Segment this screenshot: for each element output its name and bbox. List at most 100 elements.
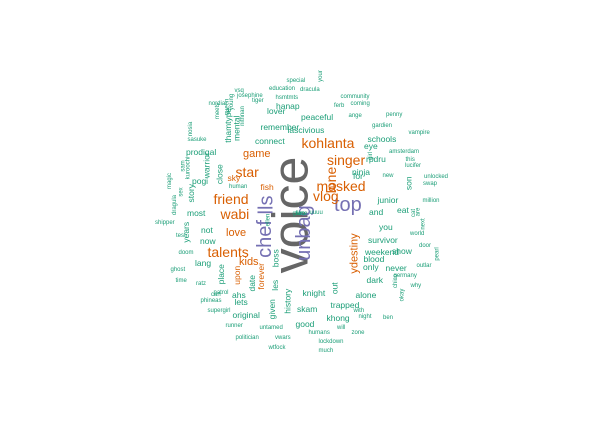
word-49: given bbox=[266, 298, 277, 319]
word-26: peaceful bbox=[301, 111, 334, 122]
word-96: million bbox=[422, 198, 440, 204]
word-113: wtfock bbox=[268, 345, 286, 351]
word-82: dracula bbox=[300, 87, 320, 93]
word-75: amsterdam bbox=[389, 149, 420, 155]
word-28: schools bbox=[367, 133, 397, 144]
word-77: nithnan bbox=[239, 106, 246, 126]
word-138: young bbox=[229, 93, 236, 111]
word-107: with bbox=[353, 308, 365, 314]
word-18: ydestiny bbox=[348, 232, 361, 274]
word-139: tiger bbox=[252, 98, 264, 104]
word-67: eat bbox=[397, 204, 409, 215]
word-72: blood bbox=[363, 253, 385, 264]
word-109: zone bbox=[351, 330, 365, 336]
word-84: your bbox=[317, 70, 324, 82]
word-65: rpdru bbox=[366, 153, 386, 164]
word-27: eye bbox=[364, 140, 378, 151]
word-98: door bbox=[419, 243, 432, 249]
word-59: prodigal bbox=[186, 146, 217, 157]
word-24: remember bbox=[260, 121, 300, 132]
word-141: uuuu bbox=[309, 210, 323, 216]
word-22: forever bbox=[255, 262, 266, 289]
word-15: game bbox=[243, 147, 271, 160]
word-119: phineas bbox=[200, 298, 222, 304]
word-57: story bbox=[185, 183, 196, 202]
word-140: ellen bbox=[264, 213, 271, 227]
word-4: top bbox=[334, 194, 362, 216]
word-146: two bbox=[295, 211, 305, 217]
word-9: friend bbox=[213, 191, 249, 207]
word-128: dragula bbox=[172, 194, 179, 216]
word-54: now bbox=[200, 235, 216, 246]
word-92: this bbox=[405, 157, 415, 163]
word-8: masked bbox=[316, 178, 366, 194]
word-102: okay bbox=[398, 288, 405, 302]
word-69: years bbox=[180, 221, 191, 243]
word-124: ghost bbox=[170, 267, 186, 273]
word-32: you bbox=[379, 221, 393, 232]
word-29: ninja bbox=[352, 166, 370, 177]
word-70: show bbox=[392, 245, 412, 256]
word-129: sex bbox=[178, 187, 185, 197]
word-68: for bbox=[353, 170, 363, 181]
word-89: penny bbox=[386, 112, 403, 118]
word-20: sky bbox=[227, 172, 241, 183]
word-50: les bbox=[269, 279, 280, 291]
word-13: vlog bbox=[313, 188, 339, 204]
word-66: son bbox=[403, 175, 414, 190]
word-105: ben bbox=[383, 315, 394, 321]
word-2: lls bbox=[254, 195, 277, 215]
word-123: time bbox=[175, 278, 187, 284]
word-134: nosia bbox=[188, 121, 195, 137]
word-136: meets bbox=[215, 102, 222, 120]
word-106: night bbox=[358, 314, 372, 320]
word-100: outlar bbox=[416, 263, 432, 269]
word-110: much bbox=[318, 348, 334, 354]
word-19: fish bbox=[260, 181, 274, 192]
word-17: kids bbox=[239, 255, 259, 268]
word-121: patrol bbox=[213, 290, 229, 296]
word-46: lets bbox=[234, 296, 248, 307]
word-52: place bbox=[215, 263, 226, 284]
word-80: vsq bbox=[234, 88, 244, 94]
word-83: special bbox=[286, 78, 306, 84]
word-25: lascivious bbox=[287, 124, 325, 135]
word-51: boss bbox=[270, 248, 281, 267]
word-90: gardien bbox=[372, 123, 393, 129]
word-135: nordia bbox=[208, 101, 226, 107]
word-101: why bbox=[410, 283, 422, 289]
word-39: trapped bbox=[330, 299, 360, 310]
word-63: hanap bbox=[276, 100, 300, 111]
word-111: lockdown bbox=[318, 339, 344, 345]
word-40: knight bbox=[302, 287, 326, 298]
word-42: khong bbox=[326, 312, 350, 323]
word-117: runner bbox=[225, 323, 243, 329]
word-35: only bbox=[363, 261, 379, 272]
word-116: politician bbox=[235, 335, 259, 341]
word-56: most bbox=[187, 207, 206, 218]
word-99: pearl bbox=[434, 247, 441, 261]
word-97: world bbox=[410, 231, 425, 237]
word-44: history bbox=[281, 288, 292, 314]
word-76: girl bbox=[368, 151, 375, 161]
word-7: singer bbox=[327, 152, 366, 168]
word-16: love bbox=[226, 226, 247, 239]
word-85: community bbox=[340, 94, 370, 100]
word-86: coming bbox=[350, 101, 370, 107]
word-11: wabi bbox=[220, 206, 250, 222]
word-74: human bbox=[229, 184, 248, 190]
word-31: and bbox=[369, 206, 384, 217]
word-36: never bbox=[385, 262, 407, 273]
word-147: grace bbox=[292, 211, 308, 217]
word-37: dark bbox=[366, 274, 384, 285]
word-87: ferb bbox=[334, 103, 345, 109]
word-6: kohlanta bbox=[301, 135, 355, 151]
word-114: vwars bbox=[275, 335, 291, 341]
word-14: talents bbox=[207, 244, 249, 260]
word-104: germany bbox=[393, 273, 417, 279]
word-47: ahs bbox=[232, 289, 246, 300]
word-30: junior bbox=[377, 194, 399, 205]
word-132: kuroochi bbox=[184, 156, 191, 180]
word-125: doom bbox=[178, 250, 194, 256]
word-126: test bbox=[176, 233, 186, 239]
